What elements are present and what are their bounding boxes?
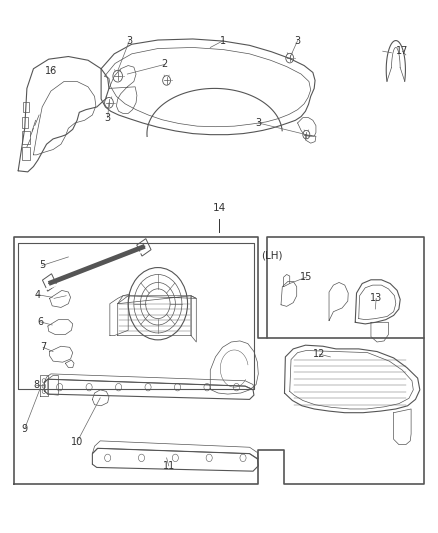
Text: 7: 7	[40, 342, 46, 352]
Bar	[21, 131, 29, 144]
Text: 10: 10	[71, 437, 83, 447]
Text: 15: 15	[300, 272, 312, 282]
Bar	[21, 117, 28, 128]
Bar	[21, 147, 29, 160]
Text: 3: 3	[105, 112, 111, 123]
Text: 11: 11	[162, 461, 175, 471]
Text: 4: 4	[35, 289, 41, 300]
Bar	[137, 239, 151, 256]
Text: 3: 3	[294, 36, 300, 45]
Text: 17: 17	[396, 46, 409, 56]
Text: 14: 14	[212, 203, 226, 213]
Text: 3: 3	[127, 36, 133, 45]
Text: 3: 3	[255, 118, 261, 128]
Text: 8: 8	[33, 379, 39, 390]
Bar	[22, 102, 28, 112]
Text: 6: 6	[37, 317, 43, 327]
Bar	[42, 274, 57, 291]
Text: 2: 2	[161, 60, 168, 69]
Text: (LH): (LH)	[261, 251, 282, 261]
Text: 9: 9	[21, 424, 28, 434]
Text: 12: 12	[313, 349, 325, 359]
Text: 1: 1	[220, 36, 226, 45]
Text: 16: 16	[45, 66, 57, 76]
Text: 13: 13	[370, 293, 382, 303]
Text: 5: 5	[39, 261, 45, 270]
